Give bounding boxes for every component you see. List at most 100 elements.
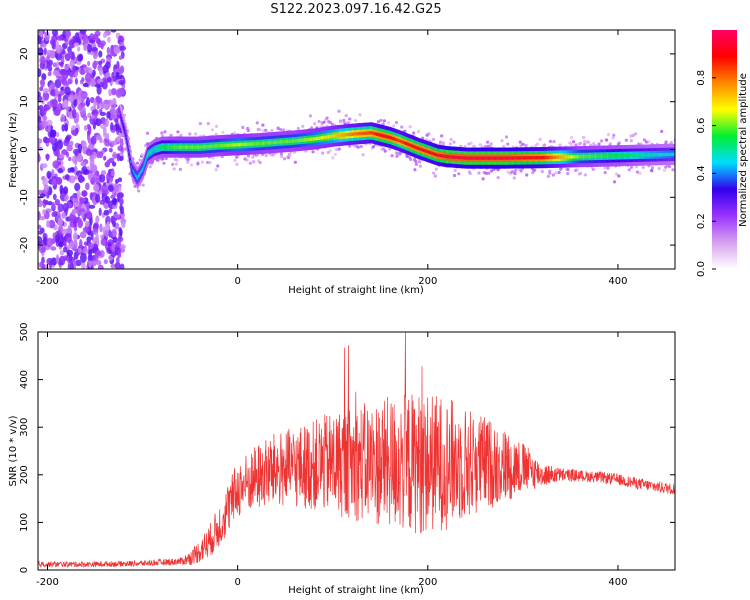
ridge-cell xyxy=(585,154,587,159)
noise-blob xyxy=(65,135,71,142)
noise-blob xyxy=(111,140,118,146)
ridge-cell xyxy=(417,146,420,150)
noise-blob xyxy=(110,263,117,269)
ridge-cell xyxy=(234,143,236,147)
ridge-cell xyxy=(379,133,381,137)
ridge-halo xyxy=(188,132,192,136)
ridge-halo xyxy=(325,116,329,120)
ridge-cell xyxy=(177,145,179,149)
ridge-halo xyxy=(575,168,579,172)
ridge-cell xyxy=(655,153,657,157)
noise-blob xyxy=(71,197,79,203)
ridge-cell xyxy=(598,154,600,158)
noise-blob xyxy=(46,220,51,228)
ridge-cell xyxy=(231,143,234,147)
noise-blob xyxy=(87,242,94,250)
ridge-cell xyxy=(527,156,529,160)
ridge-halo xyxy=(353,118,358,123)
noise-blob xyxy=(96,150,101,159)
noise-blob xyxy=(38,36,42,45)
ridge-cell xyxy=(322,135,325,140)
ridge-cell xyxy=(573,155,575,159)
ridge-cell xyxy=(428,150,431,154)
ridge-cell xyxy=(183,145,185,149)
noise-blob xyxy=(46,170,52,179)
ridge-cell xyxy=(630,153,633,158)
ridge-cell xyxy=(521,156,524,160)
ridge-cell xyxy=(220,143,223,148)
ridge-cell xyxy=(189,145,192,149)
ridge-halo xyxy=(210,128,214,132)
ridge-cell xyxy=(207,144,210,149)
ridge-cell xyxy=(421,148,424,152)
noise-blob xyxy=(119,198,124,206)
ridge-cell xyxy=(195,145,197,149)
ridge-cell xyxy=(471,156,473,160)
noise-blob xyxy=(117,239,121,248)
noise-blob xyxy=(117,192,124,199)
ridge-cell xyxy=(270,141,272,145)
noise-blob xyxy=(104,196,111,204)
noise-blob xyxy=(77,104,83,111)
ridge-cell xyxy=(251,142,254,146)
ridge-cell xyxy=(240,142,242,147)
ridge-cell xyxy=(437,153,439,157)
ridge-cell xyxy=(288,139,290,144)
ridge-cell xyxy=(336,134,338,138)
noise-blob xyxy=(65,233,72,243)
ridge-cell xyxy=(598,154,601,158)
ridge-cell xyxy=(559,155,562,159)
ridge-cell xyxy=(388,135,390,139)
ridge-cell xyxy=(453,155,455,159)
ridge-cell xyxy=(544,155,546,160)
noise-blob xyxy=(96,260,102,266)
ridge-cell xyxy=(392,136,395,141)
ridge-cell xyxy=(319,136,322,140)
ridge-cell xyxy=(332,134,335,138)
ridge-cell xyxy=(308,137,311,142)
ridge-cell xyxy=(152,149,154,153)
noise-blob xyxy=(85,201,91,211)
ridge-cell xyxy=(310,137,313,141)
ridge-cell xyxy=(581,154,584,159)
noise-blob xyxy=(110,122,114,131)
ridge-cell xyxy=(144,160,147,165)
ridge-cell xyxy=(162,145,165,149)
y-tick-label: 0 xyxy=(19,146,30,152)
ridge-cell xyxy=(624,153,627,158)
ridge-cell xyxy=(562,155,564,159)
noise-blob xyxy=(46,49,53,55)
ridge-cell xyxy=(408,142,410,147)
noise-blob xyxy=(115,118,119,126)
ridge-cell xyxy=(589,154,592,159)
ridge-cell xyxy=(367,131,370,135)
noise-blob xyxy=(121,220,126,229)
ridge-cell xyxy=(130,165,133,169)
ridge-halo xyxy=(145,131,150,135)
ridge-cell xyxy=(432,152,435,156)
noise-blob xyxy=(113,45,120,55)
ridge-cell xyxy=(425,149,427,153)
noise-blob xyxy=(107,76,112,83)
ridge-cell xyxy=(165,145,168,149)
ridge-cell xyxy=(389,135,391,140)
noise-blob xyxy=(42,177,48,187)
ridge-cell xyxy=(629,153,632,158)
ridge-halo xyxy=(221,130,225,134)
ridge-halo xyxy=(463,144,467,149)
ridge-cell xyxy=(274,140,277,145)
ridge-halo xyxy=(169,133,173,137)
noise-blob xyxy=(90,114,95,120)
ridge-halo xyxy=(518,140,522,144)
ridge-cell xyxy=(184,145,187,149)
ridge-halo xyxy=(617,141,621,145)
ridge-cell xyxy=(667,152,669,157)
ridge-cell xyxy=(588,154,591,159)
ridge-halo xyxy=(178,167,182,171)
ridge-halo xyxy=(605,138,609,142)
ridge-cell xyxy=(122,122,124,126)
ridge-cell xyxy=(265,141,267,145)
ridge-cell xyxy=(304,138,307,142)
noise-blob xyxy=(76,189,81,200)
ridge-cell xyxy=(201,145,204,149)
